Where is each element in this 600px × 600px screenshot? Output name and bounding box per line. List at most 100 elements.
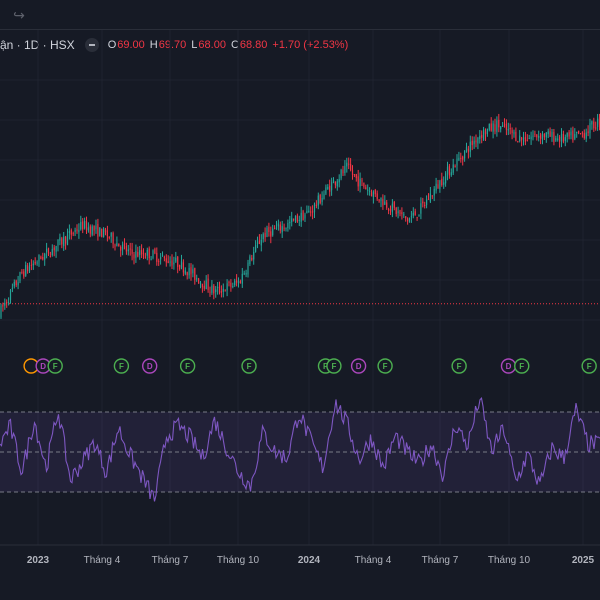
- candle-body: [399, 209, 401, 214]
- candle-body: [131, 249, 133, 254]
- symbol-title[interactable]: ận · 1D · HSX: [0, 38, 75, 52]
- earnings-event-marker[interactable]: F: [514, 358, 530, 374]
- candle-body: [53, 247, 55, 251]
- earnings-event-marker[interactable]: F: [326, 358, 342, 374]
- candle-body: [555, 138, 557, 141]
- time-axis-label: Tháng 4: [84, 555, 121, 566]
- candle-body: [70, 230, 72, 235]
- candle-body: [247, 262, 249, 275]
- candle-body: [357, 176, 359, 187]
- candle-body: [405, 216, 407, 219]
- candle-body: [363, 182, 365, 187]
- candle-body: [589, 123, 591, 134]
- candle-body: [171, 260, 173, 266]
- redo-icon[interactable]: ↪: [13, 7, 25, 23]
- time-axis: 2023 Tháng 4 Tháng 7 Tháng 10 2024 Tháng 4 Thá…: [27, 555, 595, 566]
- candle-body: [369, 190, 371, 192]
- candle-body: [397, 211, 399, 213]
- candle-body: [74, 230, 76, 232]
- candle-body: [99, 227, 101, 236]
- candle-body: [591, 121, 593, 125]
- earnings-event-marker[interactable]: F: [241, 358, 257, 374]
- earnings-event-marker[interactable]: F: [581, 358, 597, 374]
- candle-body: [198, 278, 200, 284]
- candle-body: [228, 281, 230, 283]
- candle-body: [156, 252, 158, 262]
- candle-body: [213, 285, 215, 294]
- candle-body: [458, 157, 460, 161]
- candle-body: [15, 280, 17, 286]
- open-value: 69.00: [117, 39, 145, 51]
- candle-body: [163, 257, 165, 259]
- candle-body: [253, 251, 255, 260]
- ohlc-legend: ận · 1D · HSX O 69.00 H 69.70 L 68.00 C …: [0, 36, 353, 54]
- candle-body: [407, 218, 409, 222]
- candle-body: [23, 271, 25, 277]
- candle-body: [507, 129, 509, 131]
- candle-body: [47, 247, 50, 255]
- candle-body: [55, 245, 57, 252]
- candle-body: [465, 147, 468, 152]
- dividend-event-marker[interactable]: D: [142, 358, 158, 374]
- earnings-event-marker[interactable]: F: [113, 358, 130, 374]
- candle-body: [408, 218, 411, 223]
- candle-body: [350, 164, 352, 171]
- candle-body: [500, 126, 502, 130]
- event-label: F: [53, 362, 58, 371]
- change-value: +1.70 (+2.53%): [272, 39, 349, 51]
- candle-body: [424, 204, 426, 206]
- candle-body: [498, 119, 500, 128]
- candle-body: [578, 130, 580, 134]
- candle-body: [511, 130, 513, 133]
- candle-body: [464, 150, 466, 159]
- candle-body: [122, 244, 124, 250]
- candle-body: [462, 156, 464, 160]
- candle-body: [110, 232, 112, 237]
- dividend-event-marker[interactable]: D: [350, 358, 367, 374]
- candle-body: [237, 281, 240, 284]
- dividend-event-marker[interactable]: D: [500, 358, 517, 374]
- rsi-line: [0, 397, 600, 502]
- candle-body: [564, 137, 566, 141]
- candle-body: [291, 218, 293, 223]
- candle-body: [359, 178, 361, 187]
- time-axis-label: 2023: [27, 555, 50, 566]
- candle-body: [313, 203, 316, 213]
- candle-body: [61, 238, 63, 245]
- candle-body: [123, 242, 126, 246]
- event-label: F: [119, 362, 124, 371]
- candle-body: [116, 243, 118, 247]
- candle-body: [112, 232, 114, 245]
- candle-body: [21, 271, 23, 273]
- candle-body: [446, 167, 449, 174]
- open-label: O: [107, 39, 117, 51]
- earnings-event-marker[interactable]: F: [451, 358, 467, 374]
- candle-body: [395, 207, 397, 214]
- candle-body: [551, 132, 553, 138]
- collapse-legend-button[interactable]: [84, 38, 99, 52]
- candle-body: [334, 181, 336, 185]
- candle-body: [351, 170, 354, 175]
- candle-body: [63, 236, 65, 247]
- candle-body: [146, 249, 148, 256]
- candle-body: [374, 189, 376, 195]
- earnings-event-marker[interactable]: F: [179, 358, 196, 374]
- candle-body: [165, 258, 167, 263]
- candle-body: [372, 191, 374, 198]
- candle-body: [203, 285, 205, 289]
- candle-body: [160, 256, 162, 260]
- candle-body: [422, 201, 424, 204]
- candle-body: [144, 256, 146, 258]
- candle-body: [298, 219, 300, 222]
- candle-body: [494, 124, 496, 132]
- earnings-event-marker[interactable]: F: [377, 358, 393, 374]
- candle-body: [448, 165, 450, 176]
- candle-body: [513, 131, 515, 135]
- event-label: D: [40, 362, 46, 371]
- candle-body: [471, 140, 473, 146]
- candle-body: [517, 141, 519, 143]
- candle-body: [207, 278, 209, 290]
- candle-body: [137, 252, 139, 257]
- earnings-event-marker[interactable]: F: [47, 358, 63, 374]
